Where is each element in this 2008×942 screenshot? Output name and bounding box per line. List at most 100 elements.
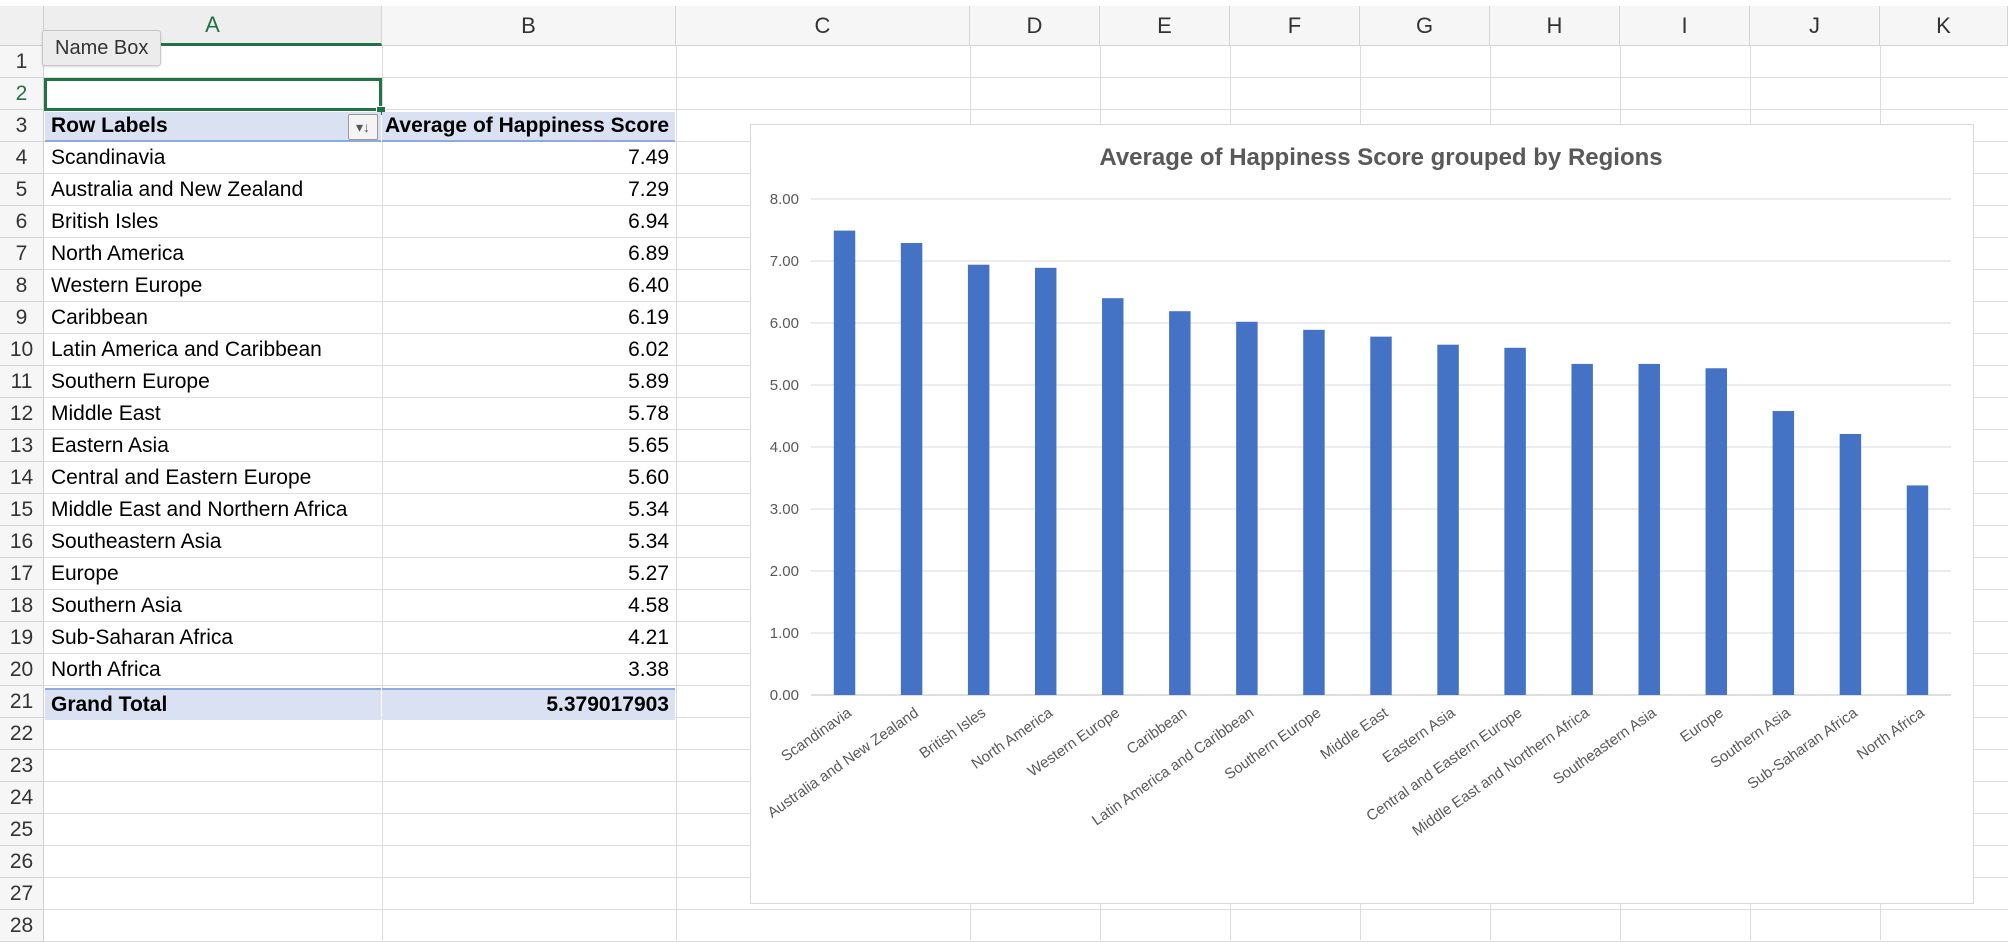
pivot-row-label[interactable]: North America: [51, 242, 185, 265]
row-header-28[interactable]: 28: [0, 910, 44, 942]
pivot-row-value[interactable]: 4.58: [628, 594, 669, 617]
row-header-26[interactable]: 26: [0, 846, 44, 878]
pivot-row-value[interactable]: 6.02: [628, 338, 669, 361]
pivot-row-label[interactable]: Southern Europe: [51, 370, 210, 393]
column-header-k[interactable]: K: [1880, 6, 2008, 46]
row-header-6[interactable]: 6: [0, 206, 44, 238]
row-header-23[interactable]: 23: [0, 750, 44, 782]
pivot-row-label[interactable]: Eastern Asia: [51, 434, 169, 457]
row-header-11[interactable]: 11: [0, 366, 44, 398]
pivot-row-label[interactable]: Europe: [51, 562, 119, 585]
pivot-header-value[interactable]: Average of Happiness Score: [382, 112, 675, 142]
bar-british-isles: [967, 264, 990, 695]
row-header-18[interactable]: 18: [0, 590, 44, 622]
select-all-corner[interactable]: [0, 6, 44, 46]
row-header-10[interactable]: 10: [0, 334, 44, 366]
pivot-row-value[interactable]: 6.40: [628, 274, 669, 297]
pivot-row-label[interactable]: Sub-Saharan Africa: [51, 626, 234, 649]
bar-eastern-asia: [1437, 344, 1459, 695]
pivot-row-value[interactable]: 5.27: [628, 562, 669, 585]
column-header-i[interactable]: I: [1620, 6, 1750, 46]
bar-southern-asia: [1772, 411, 1795, 695]
pivot-row-label[interactable]: Latin America and Caribbean: [51, 338, 322, 361]
bar-middle-east-and-northern-africa: [1571, 363, 1593, 695]
bar-chart[interactable]: Average of Happiness Score grouped by Re…: [750, 124, 1974, 904]
pivot-row-label[interactable]: Scandinavia: [51, 146, 166, 169]
pivot-row-label[interactable]: Middle East: [51, 402, 161, 425]
sort-filter-icon[interactable]: ▾↓: [348, 114, 378, 140]
pivot-row-label[interactable]: Central and Eastern Europe: [51, 466, 312, 489]
row-header-16[interactable]: 16: [0, 526, 44, 558]
row-header-15[interactable]: 15: [0, 494, 44, 526]
row-header-4[interactable]: 4: [0, 142, 44, 174]
grid-hline: [44, 909, 2008, 910]
pivot-row-value[interactable]: 5.34: [628, 498, 669, 521]
pivot-header-row-labels[interactable]: Row Labels: [45, 112, 381, 142]
pivot-row-value[interactable]: 7.29: [628, 178, 669, 201]
y-tick-label: 0.00: [770, 687, 799, 704]
pivot-row-label[interactable]: Caribbean: [51, 306, 148, 329]
column-header-d[interactable]: D: [970, 6, 1100, 46]
row-header-27[interactable]: 27: [0, 878, 44, 910]
bar-australia-and-new-zealand: [900, 243, 923, 695]
row-header-17[interactable]: 17: [0, 558, 44, 590]
row-header-19[interactable]: 19: [0, 622, 44, 654]
y-tick-label: 7.00: [770, 253, 799, 270]
pivot-row-value[interactable]: 5.89: [628, 370, 669, 393]
column-header-f[interactable]: F: [1230, 6, 1360, 46]
pivot-row-value[interactable]: 3.38: [628, 658, 669, 681]
pivot-row-value[interactable]: 6.19: [628, 306, 669, 329]
row-header-5[interactable]: 5: [0, 174, 44, 206]
bar-north-africa: [1906, 485, 1929, 695]
row-header-2[interactable]: 2: [0, 78, 44, 110]
pivot-row-value[interactable]: 5.65: [628, 434, 669, 457]
pivot-row-label[interactable]: North Africa: [51, 658, 161, 681]
row-header-22[interactable]: 22: [0, 718, 44, 750]
active-cell-A2[interactable]: [44, 78, 382, 111]
column-header-j[interactable]: J: [1750, 6, 1880, 46]
row-header-1[interactable]: 1: [0, 46, 44, 78]
pivot-row-label[interactable]: British Isles: [51, 210, 159, 233]
column-header-b[interactable]: B: [382, 6, 676, 46]
pivot-row-label[interactable]: Southern Asia: [51, 594, 182, 617]
pivot-row-value[interactable]: 5.34: [628, 530, 669, 553]
bar-southern-europe: [1303, 329, 1325, 695]
pivot-row-value[interactable]: 7.49: [628, 146, 669, 169]
row-header-14[interactable]: 14: [0, 462, 44, 494]
pivot-row-label[interactable]: Southeastern Asia: [51, 530, 222, 553]
row-header-21[interactable]: 21: [0, 686, 44, 718]
x-tick-label: North Africa: [1854, 704, 1928, 763]
pivot-row-label[interactable]: Middle East and Northern Africa: [51, 498, 348, 521]
name-box-label: Name Box: [55, 36, 149, 59]
row-header-20[interactable]: 20: [0, 654, 44, 686]
pivot-row-label[interactable]: Australia and New Zealand: [51, 178, 304, 201]
fill-handle[interactable]: [376, 106, 386, 116]
pivot-grand-total-value[interactable]: 5.379017903: [382, 688, 675, 720]
column-header-h[interactable]: H: [1490, 6, 1620, 46]
row-header-7[interactable]: 7: [0, 238, 44, 270]
row-header-8[interactable]: 8: [0, 270, 44, 302]
bar-sub-saharan-africa: [1839, 433, 1862, 695]
bar-north-america: [1034, 267, 1057, 695]
row-header-13[interactable]: 13: [0, 430, 44, 462]
pivot-row-value[interactable]: 5.60: [628, 466, 669, 489]
chart-canvas: Average of Happiness Score grouped by Re…: [765, 144, 1951, 840]
pivot-row-value[interactable]: 4.21: [628, 626, 669, 649]
row-header-9[interactable]: 9: [0, 302, 44, 334]
pivot-row-value[interactable]: 6.94: [628, 210, 669, 233]
row-header-12[interactable]: 12: [0, 398, 44, 430]
pivot-grand-total-label[interactable]: Grand Total: [45, 688, 381, 720]
y-tick-label: 4.00: [770, 439, 799, 456]
row-header-3[interactable]: 3: [0, 110, 44, 142]
bar-latin-america-and-caribbean: [1236, 321, 1258, 695]
pivot-row-value[interactable]: 6.89: [628, 242, 669, 265]
row-header-24[interactable]: 24: [0, 782, 44, 814]
row-header-25[interactable]: 25: [0, 814, 44, 846]
column-header-c[interactable]: C: [676, 6, 970, 46]
pivot-row-label[interactable]: Western Europe: [51, 274, 203, 297]
y-tick-label: 6.00: [770, 315, 799, 332]
column-header-g[interactable]: G: [1360, 6, 1490, 46]
pivot-row-value[interactable]: 5.78: [628, 402, 669, 425]
column-header-e[interactable]: E: [1100, 6, 1230, 46]
